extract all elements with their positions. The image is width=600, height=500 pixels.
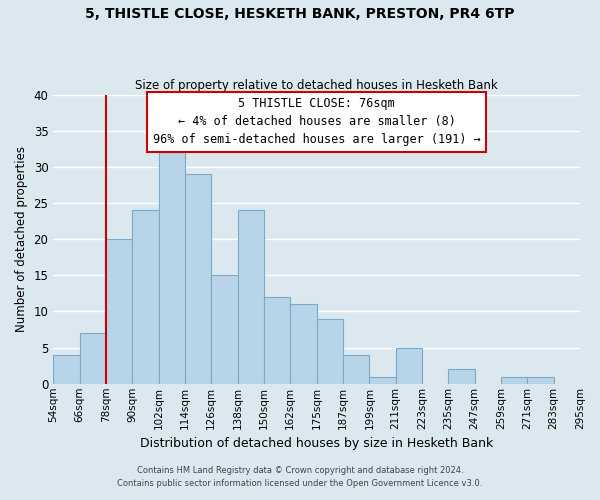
Text: 5, THISTLE CLOSE, HESKETH BANK, PRESTON, PR4 6TP: 5, THISTLE CLOSE, HESKETH BANK, PRESTON,… [85,8,515,22]
Text: Contains HM Land Registry data © Crown copyright and database right 2024.
Contai: Contains HM Land Registry data © Crown c… [118,466,482,487]
Bar [80,333,106,384]
Bar [106,239,132,384]
Bar [501,376,527,384]
Bar [158,152,185,384]
Bar [211,276,238,384]
Bar [185,174,211,384]
Bar [264,297,290,384]
Bar [448,370,475,384]
Bar [238,210,264,384]
Bar [290,304,317,384]
Y-axis label: Number of detached properties: Number of detached properties [15,146,28,332]
Title: Size of property relative to detached houses in Hesketh Bank: Size of property relative to detached ho… [135,79,498,92]
X-axis label: Distribution of detached houses by size in Hesketh Bank: Distribution of detached houses by size … [140,437,493,450]
Bar [395,348,422,384]
Bar [53,355,80,384]
Bar [370,376,395,384]
Bar [343,355,370,384]
Bar [317,318,343,384]
Bar [527,376,554,384]
Text: 5 THISTLE CLOSE: 76sqm
← 4% of detached houses are smaller (8)
96% of semi-detac: 5 THISTLE CLOSE: 76sqm ← 4% of detached … [153,98,481,146]
Bar [132,210,158,384]
